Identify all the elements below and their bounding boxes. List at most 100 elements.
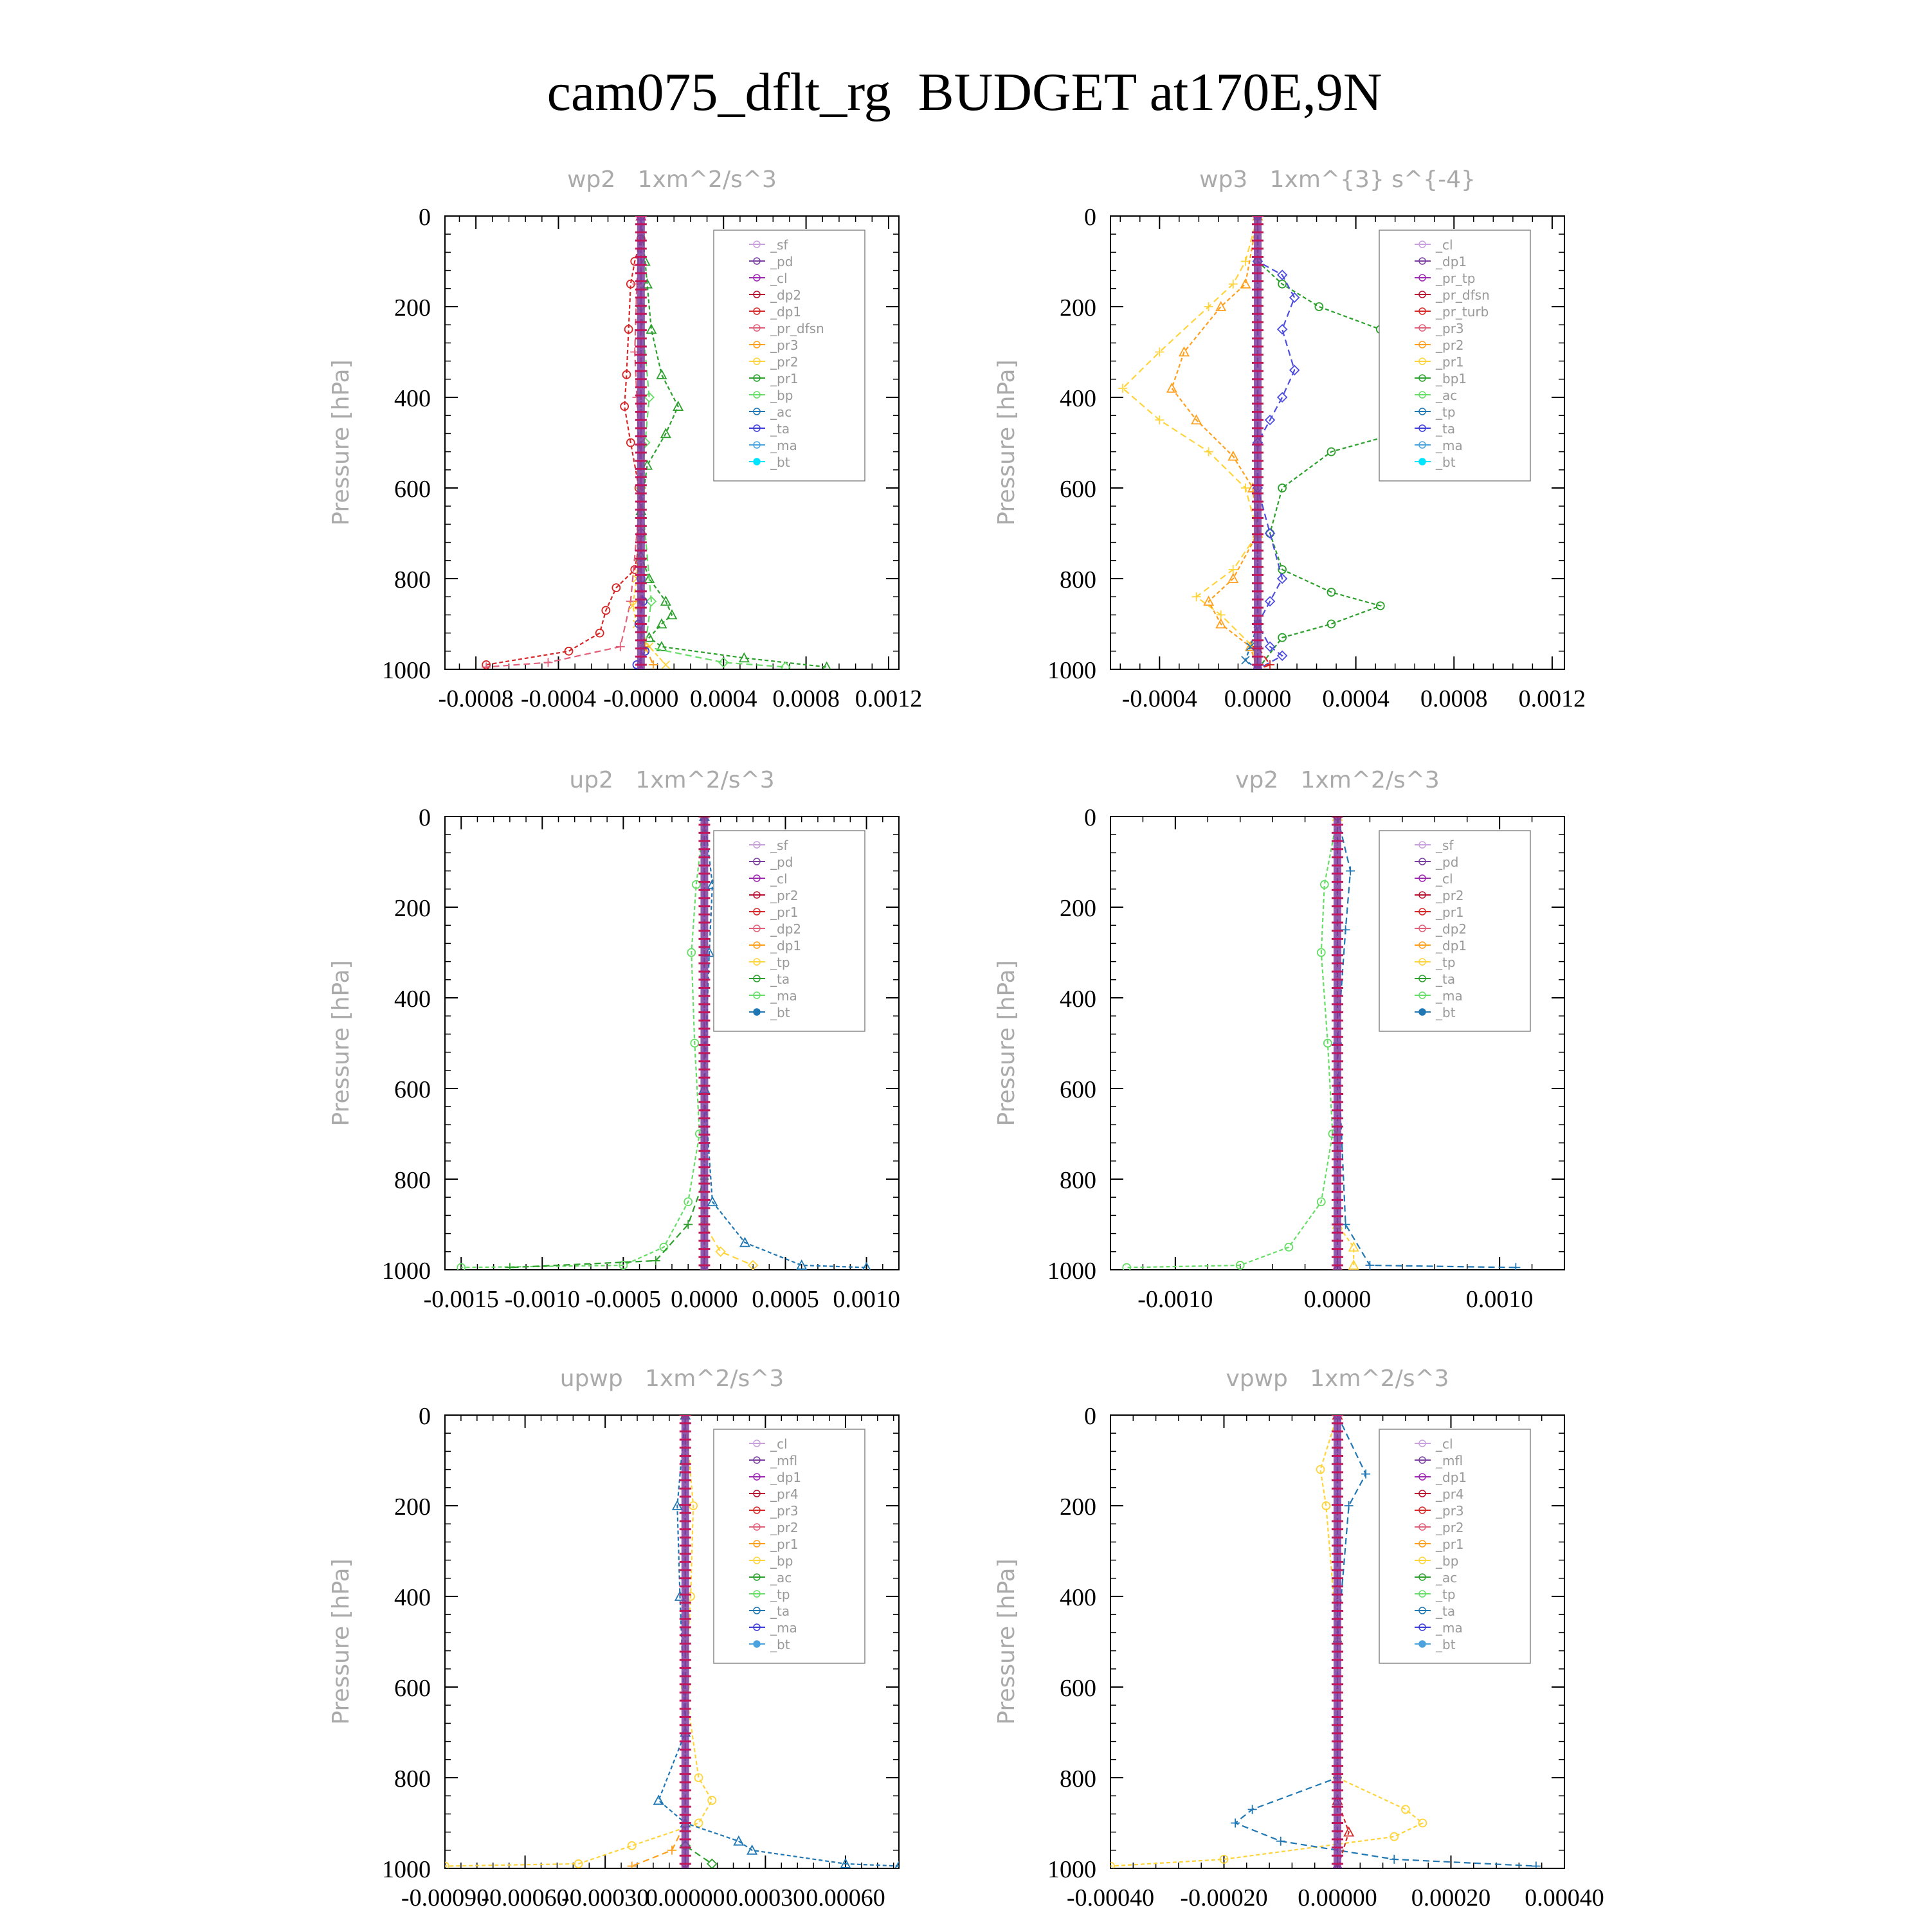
legend-marker [1418, 458, 1426, 465]
data-point [1278, 483, 1287, 492]
x-tick-label: 0.0004 [690, 685, 757, 712]
legend-label: _mfl [770, 1453, 797, 1468]
data-point [718, 657, 729, 668]
y-tick-label: 1000 [1047, 1856, 1096, 1883]
zero-line-band [700, 817, 709, 1270]
x-tick-label: 0.0012 [855, 685, 923, 712]
x-tick-label: 0.0005 [752, 1286, 819, 1313]
data-point [1264, 414, 1276, 426]
legend-marker [753, 257, 761, 265]
panel-title: upwp 1xm^2/s^3 [560, 1366, 784, 1392]
y-axis-label: Pressure [hPa] [328, 1558, 354, 1724]
data-point [1178, 346, 1190, 357]
data-point [1276, 1836, 1285, 1846]
legend-marker [1418, 874, 1426, 882]
x-tick-label: 0.00040 [1525, 1884, 1604, 1911]
legend-label: _ma [770, 988, 797, 1004]
legend-marker [1418, 324, 1426, 332]
series-line-pr1 [1256, 216, 1480, 669]
data-point [1110, 1861, 1115, 1868]
legend-label: _pr2 [1435, 338, 1464, 353]
data-point [1240, 257, 1250, 266]
data-point [1155, 347, 1164, 357]
legend-marker [1418, 1540, 1426, 1548]
legend-marker [1418, 1623, 1426, 1631]
legend-label: _ma [1435, 438, 1463, 453]
legend-label: _pr1 [770, 371, 799, 386]
series-line-bp [684, 1415, 712, 1864]
chart-panel-6: vpwp 1xm^2/s^3 Pressure [hPa] 0 200 400 600 80… [993, 1366, 1604, 1911]
legend-label: _pr1 [1435, 354, 1464, 370]
legend-label: _bp1 [1435, 371, 1467, 386]
data-point [1284, 1242, 1294, 1252]
x-tick-label: -0.0008 [439, 685, 514, 712]
x-tick-label: 0.0012 [1519, 685, 1586, 712]
legend-marker [753, 841, 761, 849]
legend: _sf_pd _cl_dp2_dp1_pr_dfsn _pr3_pr2_pr1 _bp… [713, 230, 865, 482]
data-point [1276, 392, 1288, 403]
legend-marker [753, 975, 761, 982]
panel-title: up2 1xm^2/s^3 [569, 767, 774, 793]
legend-box [713, 830, 865, 1032]
legend-marker [1418, 240, 1426, 248]
data-point [1276, 650, 1288, 662]
data-point [694, 1818, 703, 1828]
legend-marker [753, 408, 761, 415]
data-point [666, 609, 678, 620]
legend-marker [753, 458, 761, 465]
legend-marker [753, 1590, 761, 1598]
series-line-pr1 [1110, 1415, 1424, 1867]
legend-marker [753, 958, 761, 966]
legend-label: _ac [770, 404, 792, 420]
legend-label: _ac [770, 1570, 792, 1585]
y-tick-label: 400 [394, 986, 431, 1013]
data-point [1204, 447, 1213, 456]
data-point [1531, 1861, 1541, 1868]
series-line-tp [657, 1415, 899, 1867]
legend-label: _pr_turb [1435, 304, 1489, 320]
data-point [661, 660, 671, 669]
y-axis-label: Pressure [hPa] [328, 359, 354, 525]
legend-label: _dp1 [1435, 938, 1467, 953]
legend-label: _pr2 [1435, 1520, 1464, 1535]
x-tick-label: 0.0008 [1420, 685, 1488, 712]
legend-label: _pr3 [1435, 321, 1464, 336]
y-tick-label: 200 [394, 294, 431, 321]
legend-marker [1418, 341, 1426, 348]
legend-marker [1418, 1573, 1426, 1581]
x-tick-label: -0.00030 [561, 1884, 649, 1911]
chart-panel-5: upwp 1xm^2/s^3 Pressure [hPa] 0 200 400 600 80… [328, 1366, 900, 1911]
y-tick-label: 800 [1060, 1765, 1096, 1792]
legend-marker [753, 274, 761, 282]
x-tick-label: 0.00030 [726, 1884, 806, 1911]
legend-marker [753, 1540, 761, 1548]
data-point [707, 1858, 718, 1868]
legend-label: _pr2 [770, 354, 799, 370]
data-point [715, 1246, 726, 1258]
legend-label: _tp [770, 955, 790, 970]
data-point [624, 325, 633, 334]
legend-label: _pr_tp [1435, 271, 1475, 286]
legend-label: _ac [1435, 1570, 1457, 1585]
legend-marker [753, 1640, 761, 1648]
y-tick-label: 600 [1060, 476, 1096, 503]
panel-title: vpwp 1xm^2/s^3 [1226, 1366, 1449, 1392]
panel-title: vp2 1xm^2/s^3 [1235, 767, 1440, 793]
x-tick-label: -0.00060 [482, 1884, 569, 1911]
data-point [1511, 1263, 1521, 1270]
y-tick-label: 400 [394, 1584, 431, 1611]
data-point [1276, 323, 1288, 335]
legend-label: _bt [770, 455, 790, 470]
data-point [651, 1256, 660, 1265]
series-group [457, 817, 871, 1270]
x-tick-label: 0.00020 [1411, 1884, 1491, 1911]
legend-label: _dp1 [1435, 254, 1467, 269]
data-point [574, 1859, 583, 1868]
y-tick-label: 0 [419, 204, 431, 231]
data-point [840, 1858, 851, 1868]
data-point [595, 628, 604, 638]
legend-marker [1418, 1607, 1426, 1614]
data-point [1344, 1501, 1354, 1510]
